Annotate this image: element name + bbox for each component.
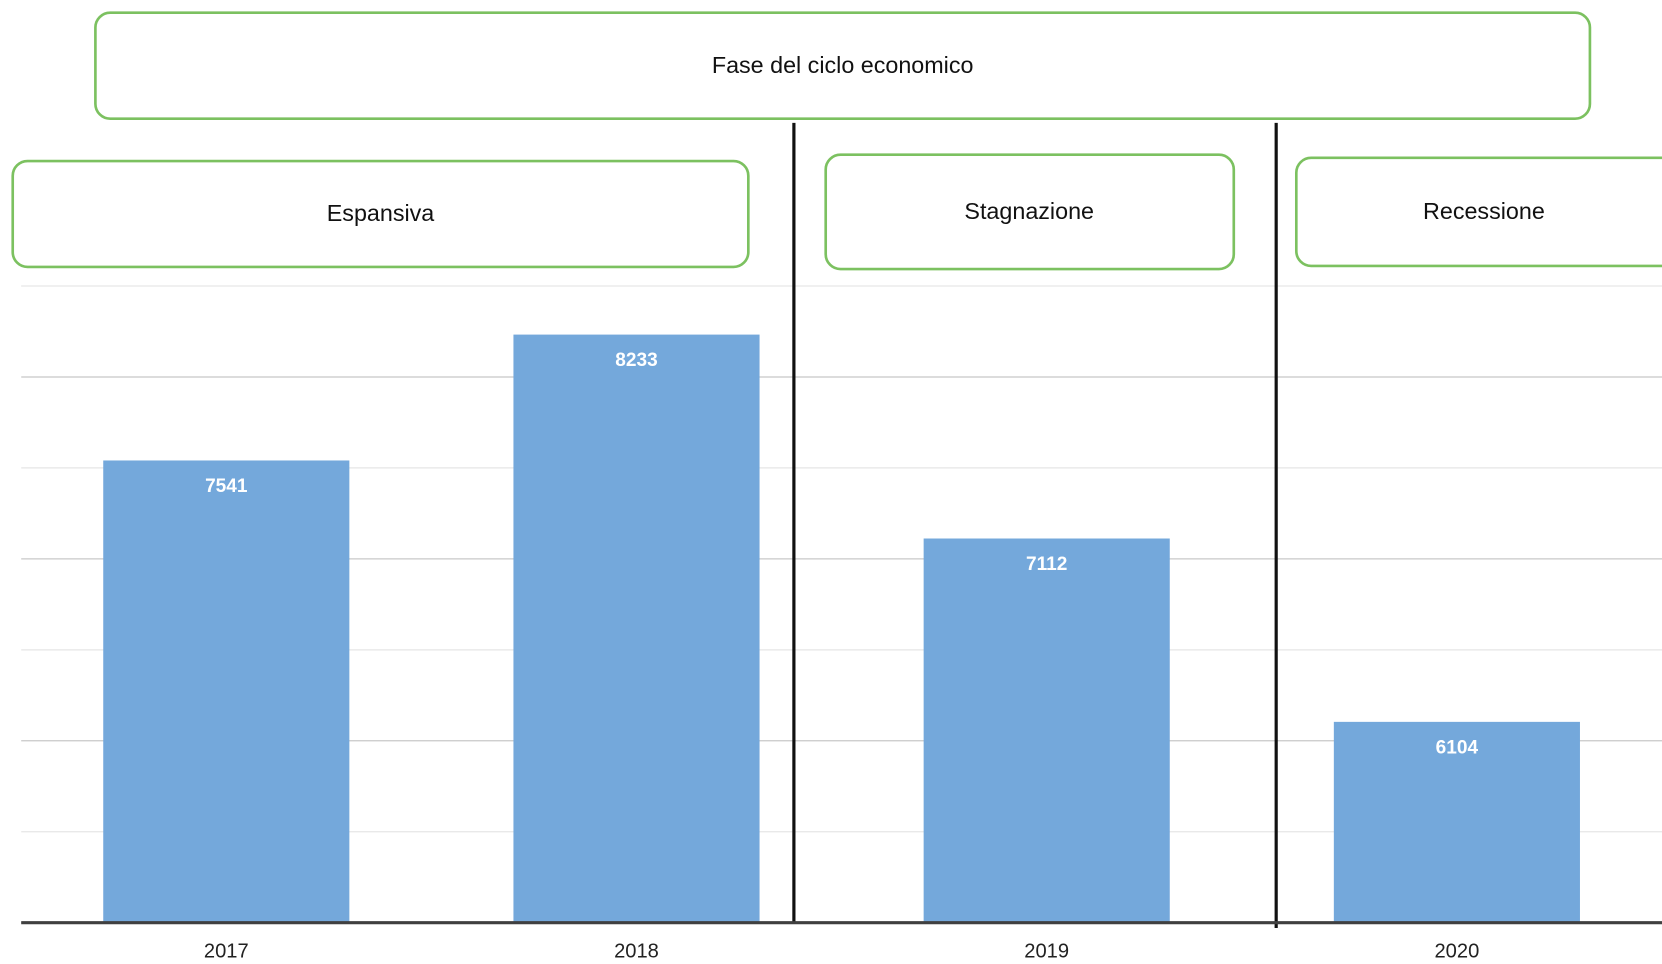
phase-label: Stagnazione	[964, 198, 1094, 224]
value-label: 7541	[205, 476, 248, 497]
bars: 7541 8233 7112 6104	[103, 334, 1580, 923]
title-box	[94, 11, 1592, 120]
x-tick-label: 2019	[1024, 941, 1069, 963]
value-label: 7112	[1026, 554, 1067, 575]
phase-box	[824, 153, 1236, 271]
x-tick-label: 2020	[1435, 941, 1480, 963]
bar	[923, 538, 1170, 923]
bar	[103, 460, 350, 923]
value-label: 8233	[615, 350, 657, 371]
bar	[1333, 721, 1580, 923]
bar	[513, 334, 760, 923]
phase-box	[1294, 156, 1662, 268]
x-tick-label: 2018	[614, 941, 659, 963]
phase-label: Espansiva	[327, 200, 435, 226]
value-label: 6104	[1436, 737, 1479, 758]
phase-box	[11, 159, 750, 269]
chart-title: Fase del ciclo economico	[712, 52, 974, 78]
x-tick-label: 2017	[204, 941, 249, 963]
phase-label: Recessione	[1423, 198, 1545, 224]
